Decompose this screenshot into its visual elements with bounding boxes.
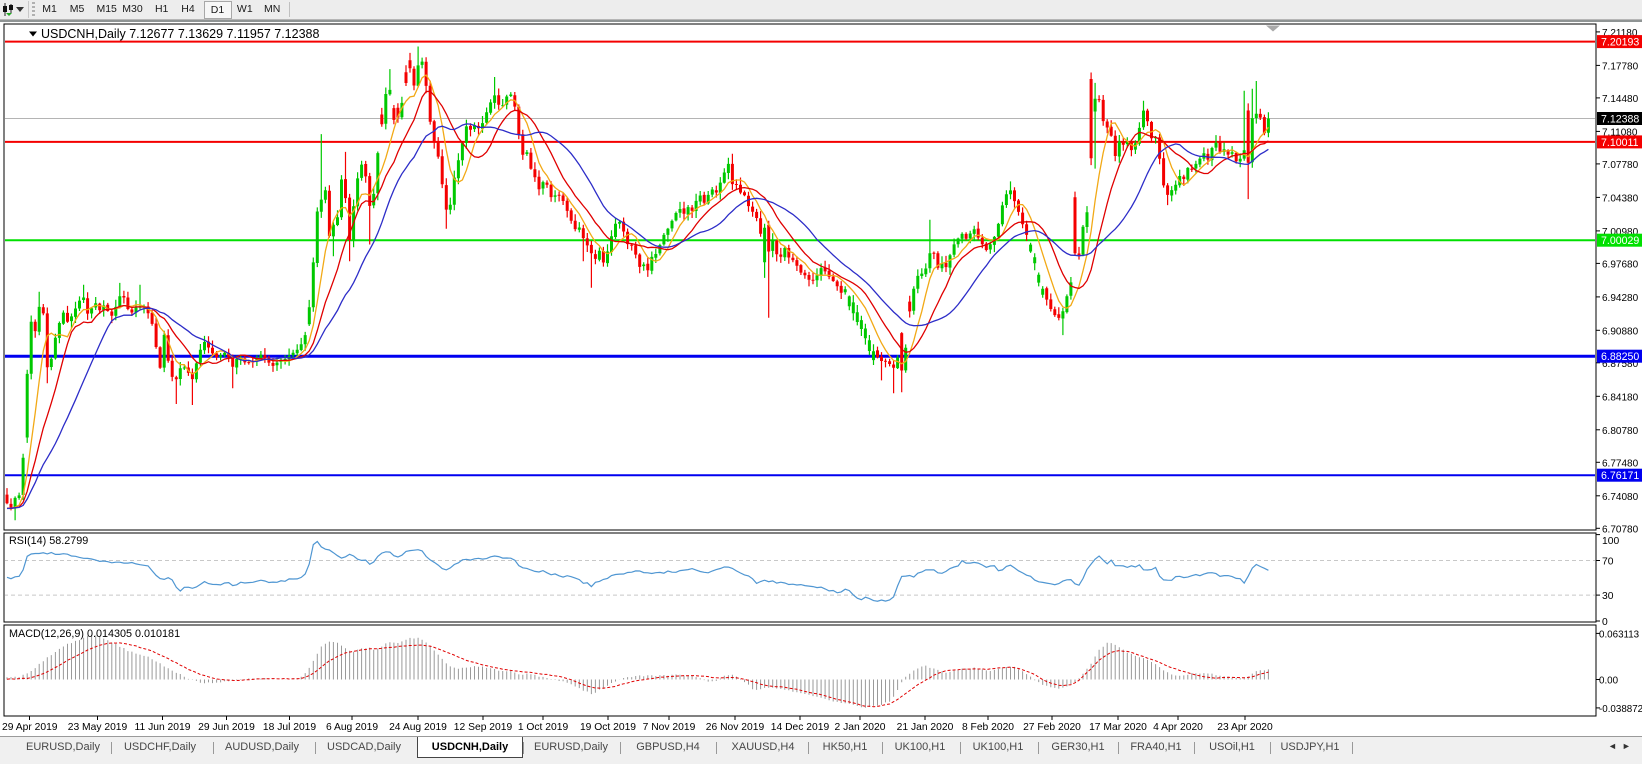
- svg-text:7.20193: 7.20193: [1601, 37, 1639, 49]
- svg-text:8 Feb 2020: 8 Feb 2020: [962, 722, 1014, 733]
- svg-text:26 Nov 2019: 26 Nov 2019: [706, 722, 765, 733]
- svg-text:-0.038872: -0.038872: [1599, 704, 1642, 715]
- svg-text:MACD(12,26,9) 0.014305 0.01018: MACD(12,26,9) 0.014305 0.010181: [9, 628, 180, 640]
- svg-text:7.21180: 7.21180: [1602, 28, 1638, 39]
- svg-text:7.04380: 7.04380: [1602, 193, 1639, 204]
- svg-text:7 Nov 2019: 7 Nov 2019: [643, 722, 696, 733]
- svg-text:RSI(14) 58.2799: RSI(14) 58.2799: [9, 535, 88, 547]
- svg-text:11 Jun 2019: 11 Jun 2019: [135, 722, 191, 733]
- svg-text:6.87580: 6.87580: [1602, 359, 1639, 370]
- svg-text:6.76171: 6.76171: [1601, 470, 1639, 482]
- svg-text:4 Apr 2020: 4 Apr 2020: [1153, 722, 1203, 733]
- svg-text:17 Mar 2020: 17 Mar 2020: [1089, 722, 1147, 733]
- svg-text:7.11080: 7.11080: [1602, 127, 1638, 138]
- svg-text:12 Sep 2019: 12 Sep 2019: [454, 722, 513, 733]
- svg-text:0.063113: 0.063113: [1599, 629, 1640, 640]
- svg-text:23 May 2019: 23 May 2019: [68, 722, 128, 733]
- svg-text:6.88250: 6.88250: [1601, 351, 1639, 363]
- svg-text:14 Dec 2019: 14 Dec 2019: [771, 722, 830, 733]
- svg-text:7.17780: 7.17780: [1602, 61, 1639, 72]
- svg-text:19 Oct 2019: 19 Oct 2019: [580, 722, 636, 733]
- svg-text:7.12388: 7.12388: [1601, 114, 1639, 126]
- svg-text:7.00029: 7.00029: [1601, 235, 1639, 247]
- svg-text:1 Oct 2019: 1 Oct 2019: [518, 722, 569, 733]
- svg-text:6.80780: 6.80780: [1602, 426, 1639, 437]
- svg-text:27 Feb 2020: 27 Feb 2020: [1023, 722, 1081, 733]
- svg-text:21 Jan 2020: 21 Jan 2020: [897, 722, 954, 733]
- svg-text:29 Apr 2019: 29 Apr 2019: [2, 722, 58, 733]
- svg-text:6.84180: 6.84180: [1602, 392, 1639, 403]
- svg-text:6.90880: 6.90880: [1602, 326, 1639, 337]
- svg-text:0.00: 0.00: [1599, 676, 1619, 687]
- svg-text:6.97680: 6.97680: [1602, 259, 1639, 270]
- svg-text:7.10011: 7.10011: [1601, 137, 1639, 149]
- svg-text:6.74080: 6.74080: [1602, 492, 1639, 503]
- svg-text:29 Jun 2019: 29 Jun 2019: [198, 722, 255, 733]
- svg-text:18 Jul 2019: 18 Jul 2019: [263, 722, 317, 733]
- svg-text:USDCNH,Daily 7.12677 7.13629: USDCNH,Daily 7.12677 7.13629 7.11957 7.1…: [41, 27, 319, 41]
- svg-text:6.77480: 6.77480: [1602, 458, 1639, 469]
- svg-text:7.14480: 7.14480: [1602, 94, 1639, 105]
- svg-text:30: 30: [1602, 591, 1614, 602]
- svg-text:0: 0: [1602, 617, 1608, 628]
- svg-text:23 Apr 2020: 23 Apr 2020: [1217, 722, 1273, 733]
- svg-text:7.07780: 7.07780: [1602, 160, 1639, 171]
- svg-text:6.70780: 6.70780: [1602, 524, 1639, 535]
- svg-text:6.94280: 6.94280: [1602, 293, 1639, 304]
- svg-text:2 Jan 2020: 2 Jan 2020: [835, 722, 886, 733]
- svg-text:6 Aug 2019: 6 Aug 2019: [326, 722, 378, 733]
- svg-text:24 Aug 2019: 24 Aug 2019: [389, 722, 447, 733]
- svg-text:70: 70: [1602, 557, 1614, 568]
- svg-text:100: 100: [1602, 536, 1619, 547]
- svg-text:7.00980: 7.00980: [1602, 227, 1639, 238]
